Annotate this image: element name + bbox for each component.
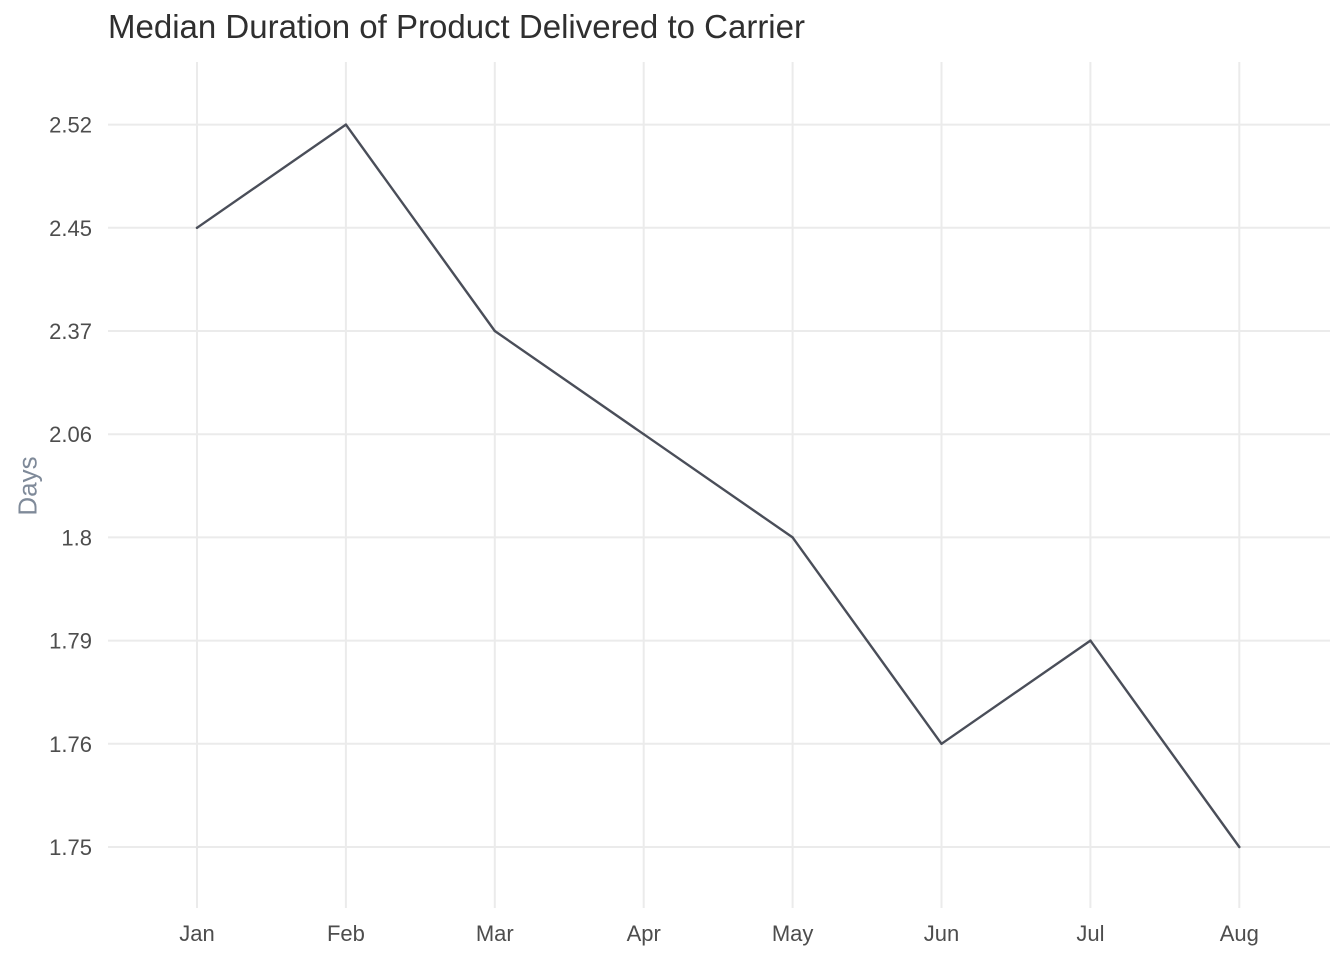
y-tick-label: 2.52 xyxy=(49,113,92,138)
x-tick-label: Jul xyxy=(1076,921,1104,946)
chart-title: Median Duration of Product Delivered to … xyxy=(108,8,805,45)
x-tick-label: Feb xyxy=(327,921,365,946)
data-point xyxy=(791,536,794,539)
y-tick-label: 1.8 xyxy=(61,525,92,550)
data-point xyxy=(493,329,496,333)
y-tick-label: 1.75 xyxy=(49,835,92,860)
y-tick-label: 1.76 xyxy=(49,732,92,757)
data-point xyxy=(642,433,645,436)
data-point xyxy=(195,226,199,229)
data-point xyxy=(1089,639,1092,642)
gridlines xyxy=(108,62,1330,908)
data-point xyxy=(344,123,348,126)
x-tick-label: Apr xyxy=(627,921,661,946)
x-tick-label: Aug xyxy=(1220,921,1259,946)
x-tick-label: May xyxy=(772,921,814,946)
y-tick-label: 2.37 xyxy=(49,319,92,344)
data-point xyxy=(1238,845,1241,849)
y-axis-ticks: 1.75 1.76 1.79 1.8 2.06 2.37 2.45 2.52 xyxy=(49,113,92,860)
data-point xyxy=(940,742,943,745)
x-axis-ticks: Jan Feb Mar Apr May Jun Jul Aug xyxy=(179,921,1259,946)
y-tick-label: 2.45 xyxy=(49,216,92,241)
x-tick-label: Jun xyxy=(924,921,959,946)
y-tick-label: 2.06 xyxy=(49,422,92,447)
x-tick-label: Jan xyxy=(179,921,214,946)
y-tick-label: 1.79 xyxy=(49,629,92,654)
x-tick-label: Mar xyxy=(476,921,514,946)
series-layer xyxy=(195,123,1241,849)
series-line xyxy=(195,123,1241,849)
